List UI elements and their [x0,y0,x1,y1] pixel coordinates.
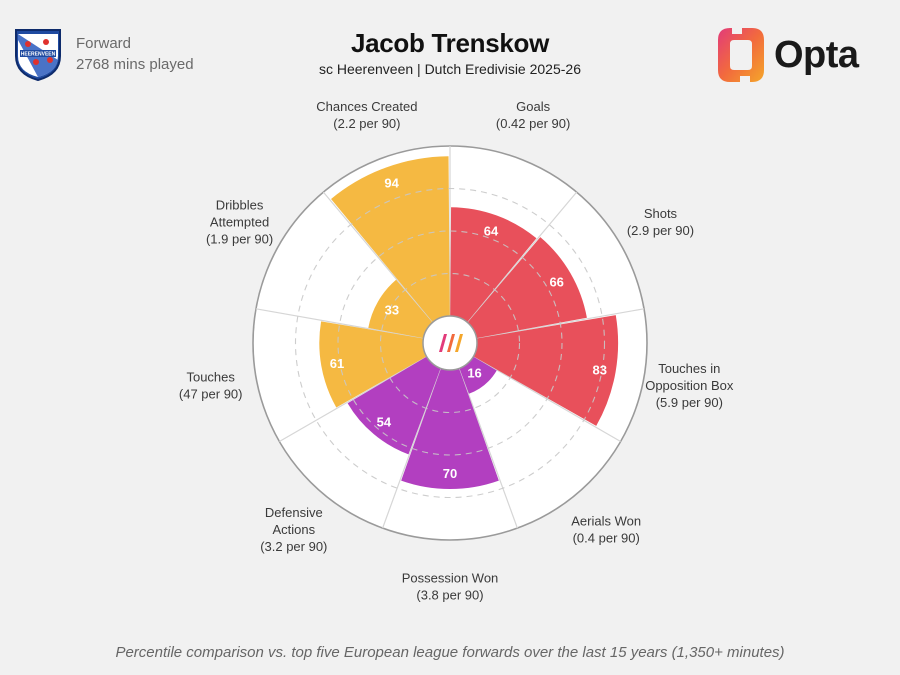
radar-label-line: (0.42 per 90) [496,116,570,131]
radar-bars [319,156,619,489]
radar-bar [473,315,619,426]
club-crest-icon: HEERENVEEN [15,29,61,82]
radar-ring [379,272,521,414]
radar-label-line: Chances Created [316,99,417,114]
radar-bar [459,356,497,394]
opta-logo: Opta [716,26,859,84]
radar-label: Shots (2.9 per 90) [627,206,694,238]
radar-bar [331,156,450,323]
opta-mark-icon [718,26,764,84]
radar-label-line: Touches in [658,361,720,376]
radar-value: 70 [443,466,457,481]
radar-label-line: (0.4 per 90) [573,531,640,546]
radar-value: 54 [377,415,392,430]
opta-wordmark: Opta [774,33,859,76]
radar-label-line: Shots [644,206,678,221]
opta-slash [455,334,463,352]
radar-label-line: Defensive [265,505,323,520]
radar-values: 64 66 83 16 70 54 61 33 94 [330,176,607,481]
radar-label-line: (3.8 per 90) [416,588,483,603]
radar-bar [368,279,433,339]
player-name: Jacob Trenskow [350,28,550,58]
radar-bar [319,321,427,408]
position-label: Forward [76,35,132,52]
radar-spoke [322,191,434,323]
radar-label-line: Opposition Box [645,378,734,393]
radar-label: Dribbles Attempted (1.9 per 90) [206,198,273,247]
radar-ring [294,187,606,499]
radar-bar [347,356,441,455]
radar-label-line: (47 per 90) [179,387,243,402]
footnote: Percentile comparison vs. top five Europ… [115,644,785,661]
radar-label-line: (2.2 per 90) [333,116,400,131]
radar-labels: Goals (0.42 per 90) Shots (2.9 per 90) Touch… [179,99,734,602]
title-block: Jacob Trenskow sc Heerenveen | Dutch Ere… [0,28,900,77]
radar-label-line: (2.9 per 90) [627,223,694,238]
radar-label-line: (3.2 per 90) [260,539,327,554]
radar-label-line: Possession Won [402,571,499,586]
radar-label: Defensive Actions (3.2 per 90) [260,505,327,554]
radar-spoke [255,308,424,339]
opta-slash [447,334,455,352]
radar-label: Aerials Won (0.4 per 90) [571,514,641,546]
radar-label: Touches (47 per 90) [179,370,243,402]
radar-label-line: Aerials Won [571,514,641,529]
radar-spoke [279,355,427,443]
radar-bar [467,237,587,339]
player-meta: Forward 2768 mins played [76,33,194,75]
center-logo [422,315,478,371]
opta-logo-icon [439,334,463,352]
radar-label-line: (5.9 per 90) [656,395,723,410]
radar-label-line: (1.9 per 90) [206,232,273,247]
radar-value: 64 [484,223,499,238]
team-league: sc Heerenveen | Dutch Eredivisie 2025-26 [318,61,581,77]
radar-label-line: Goals [516,99,550,114]
radar-value: 33 [385,302,399,317]
radar-label-line: Actions [272,522,315,537]
radar-value: 16 [467,365,481,380]
radar-bar [401,368,499,489]
radar-label: Goals (0.42 per 90) [496,99,570,131]
radar-label-line: Touches [186,370,235,385]
radar-value: 61 [330,356,344,371]
radar-value: 83 [593,362,607,377]
radar-label-line: Dribbles [216,198,264,213]
opta-slash [439,334,447,352]
radar-ring [337,230,563,456]
radar-label-line: Attempted [210,215,269,230]
minutes-played: 2768 mins played [76,56,194,73]
crest-text: HEERENVEEN [21,52,56,58]
radar-label: Touches in Opposition Box (5.9 per 90) [645,361,734,410]
header-left: HEERENVEEN Forward 2768 mins played [12,26,194,82]
radar-value: 66 [549,274,563,289]
radar-label: Possession Won (3.8 per 90) [402,571,499,603]
radar-value: 94 [384,176,399,191]
radar-label: Chances Created (2.2 per 90) [316,99,417,131]
radar-bar [450,207,537,323]
